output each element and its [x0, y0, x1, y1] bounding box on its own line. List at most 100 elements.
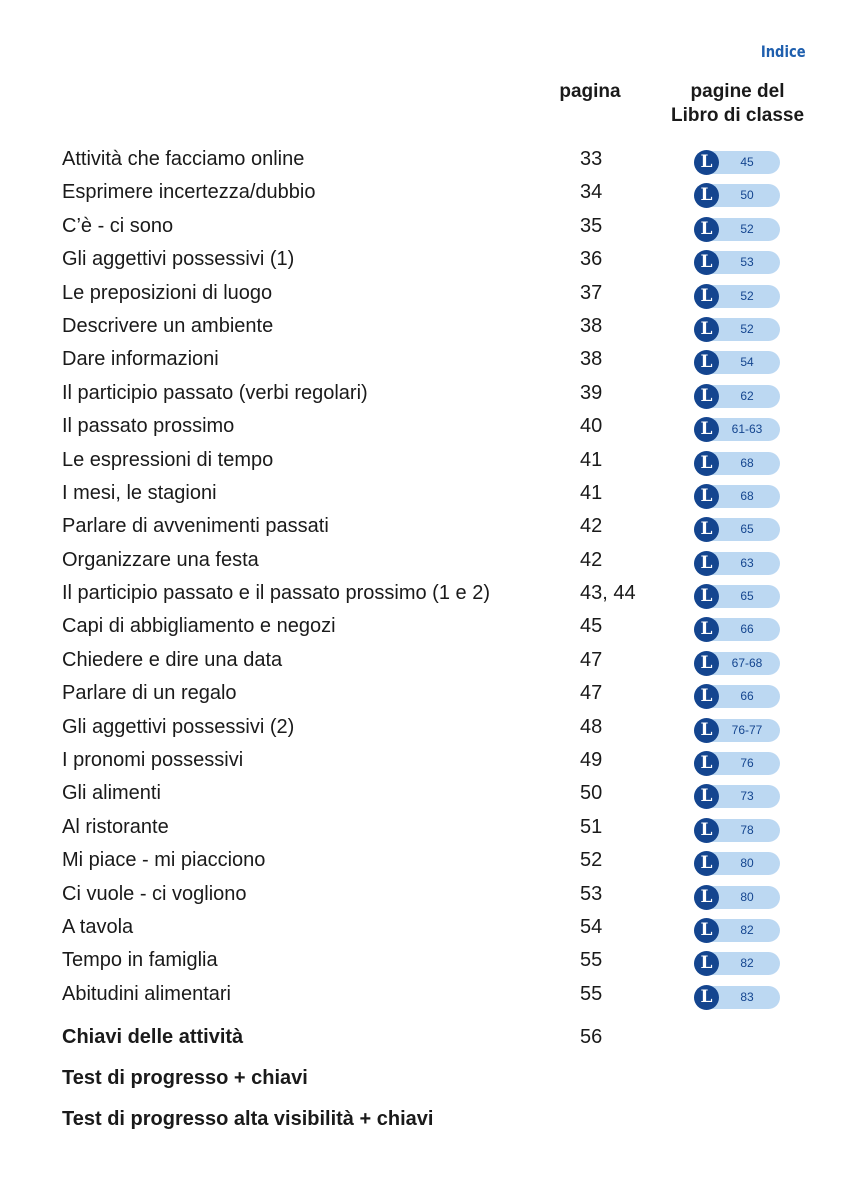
- index-entry[interactable]: Il passato prossimo 40 L 61-63: [62, 411, 802, 444]
- index-entry[interactable]: A tavola 54 L 82: [62, 912, 802, 945]
- libro-page-number: 63: [740, 555, 754, 570]
- libro-page-badge: L 66: [694, 684, 780, 710]
- entry-page: 51: [580, 815, 603, 838]
- index-entry[interactable]: Gli aggettivi possessivi (2) 48 L 76-77: [62, 712, 802, 745]
- libro-logo-icon: L: [694, 183, 719, 209]
- entry-page: 42: [580, 515, 603, 538]
- index-entry[interactable]: Dare informazioni 38 L 54: [62, 344, 802, 377]
- index-entry[interactable]: Capi di abbigliamento e negozi 45 L 66: [62, 611, 802, 644]
- entry-title: Ci vuole - ci vogliono: [62, 882, 247, 905]
- libro-logo-icon: L: [694, 817, 719, 843]
- index-entry[interactable]: Esprimere incertezza/dubbio 34 L 50: [62, 177, 802, 210]
- index-entry[interactable]: Attività che facciamo online 33 L 45: [62, 144, 802, 177]
- index-entry[interactable]: Tempo in famiglia 55 L 82: [62, 945, 802, 978]
- entry-page: 33: [580, 148, 603, 170]
- libro-page-number: 68: [740, 455, 754, 470]
- index-entry[interactable]: Descrivere un ambiente 38 L 52: [62, 311, 802, 344]
- index-entry[interactable]: I mesi, le stagioni 41 L 68: [62, 478, 802, 511]
- libro-page-number: 68: [740, 488, 754, 503]
- entry-title: Abitudini alimentari: [62, 982, 231, 1005]
- entry-title: Il passato prossimo: [62, 415, 235, 438]
- appendix-entry[interactable]: Test di progresso + chiavi: [62, 1059, 802, 1100]
- libro-logo-icon: L: [694, 417, 719, 443]
- entry-page: 50: [580, 782, 603, 805]
- index-entry[interactable]: Abitudini alimentari 55 L 83: [62, 979, 802, 1012]
- entry-page: 41: [580, 481, 603, 504]
- index-list: Attività che facciamo online 33 L 45 Esprime…: [62, 144, 802, 1012]
- libro-logo-icon: L: [694, 684, 719, 710]
- entry-title: Le preposizioni di luogo: [62, 281, 273, 304]
- libro-page-badge: L 82: [694, 917, 780, 943]
- entry-title: Il participio passato (verbi regolari): [62, 381, 368, 404]
- index-entry[interactable]: Parlare di avvenimenti passati 42 L 65: [62, 511, 802, 544]
- entry-page: 37: [580, 281, 603, 304]
- libro-logo-icon: L: [694, 483, 719, 509]
- libro-logo-icon: L: [694, 150, 719, 175]
- entry-title: Le espressioni di tempo: [62, 448, 274, 471]
- entry-title: Gli alimenti: [62, 782, 161, 805]
- entry-page: 47: [580, 682, 603, 705]
- entry-title: Esprimere incertezza/dubbio: [62, 181, 316, 204]
- libro-page-badge: L 68: [694, 450, 780, 476]
- libro-page-number: 53: [740, 255, 754, 270]
- libro-page-badge: L 54: [694, 350, 780, 376]
- index-entry[interactable]: Il participio passato e il passato pross…: [62, 578, 802, 611]
- index-entry[interactable]: Al ristorante 51 L 78: [62, 812, 802, 845]
- index-entry[interactable]: Gli alimenti 50 L 73: [62, 778, 802, 811]
- libro-page-badge: L 61-63: [694, 417, 780, 443]
- entry-page: 42: [580, 548, 603, 571]
- entry-title: Tempo in famiglia: [62, 949, 218, 972]
- libro-logo-icon: L: [694, 917, 719, 943]
- libro-page-number: 45: [740, 155, 754, 169]
- libro-page-badge: L 66: [694, 617, 780, 643]
- entry-title: Capi di abbigliamento e negozi: [62, 615, 336, 638]
- libro-page-badge: L 67-68: [694, 650, 780, 676]
- entry-page: 38: [580, 348, 603, 371]
- entry-title: C’è - ci sono: [62, 214, 174, 237]
- entry-title: I pronomi possessivi: [62, 749, 244, 772]
- libro-page-number: 54: [740, 355, 754, 370]
- entry-title: Gli aggettivi possessivi (1): [62, 248, 295, 271]
- libro-page-badge: L 62: [694, 383, 780, 409]
- entry-page: 40: [580, 415, 603, 438]
- entry-page: 43, 44: [580, 582, 636, 605]
- libro-page-badge: L 65: [694, 517, 780, 543]
- index-entry[interactable]: Ci vuole - ci vogliono 53 L 80: [62, 879, 802, 912]
- libro-page-badge: L 45: [694, 150, 780, 175]
- index-entry[interactable]: Gli aggettivi possessivi (1) 36 L 53: [62, 244, 802, 277]
- column-header-libro-line2: Libro di classe: [670, 105, 805, 126]
- index-entry[interactable]: Organizzare una festa 42 L 63: [62, 545, 802, 578]
- index-entry[interactable]: Parlare di un regalo 47 L 66: [62, 678, 802, 711]
- entry-title: Parlare di avvenimenti passati: [62, 515, 329, 538]
- libro-logo-icon: L: [694, 283, 719, 309]
- index-entry[interactable]: Il participio passato (verbi regolari) 39…: [62, 378, 802, 411]
- libro-logo-icon: L: [694, 951, 719, 977]
- libro-page-number: 62: [740, 388, 754, 403]
- index-entry[interactable]: I pronomi possessivi 49 L 76: [62, 745, 802, 778]
- libro-page-number: 52: [740, 288, 754, 303]
- index-entry[interactable]: Mi piace - mi piacciono 52 L 80: [62, 845, 802, 878]
- appendix-entry[interactable]: Chiavi delle attività 56: [62, 1018, 802, 1059]
- libro-logo-icon: L: [694, 350, 719, 376]
- appendix-entry[interactable]: Test di progresso alta visibilità + chia…: [62, 1100, 802, 1141]
- entry-page: 53: [580, 882, 603, 905]
- column-header-pagina: pagina: [559, 81, 621, 102]
- index-entry[interactable]: Le preposizioni di luogo 37 L 52: [62, 278, 802, 311]
- libro-page-number: 65: [740, 589, 754, 604]
- entry-page: 39: [580, 381, 603, 404]
- entry-title: Mi piace - mi piacciono: [62, 849, 266, 872]
- entry-title: A tavola: [62, 915, 134, 938]
- entry-title: Descrivere un ambiente: [62, 314, 274, 337]
- libro-page-number: 76-77: [731, 722, 763, 737]
- libro-page-number: 61-63: [731, 422, 763, 437]
- libro-page-number: 66: [740, 622, 754, 637]
- libro-page-badge: L 80: [694, 851, 780, 877]
- index-entry[interactable]: C’è - ci sono 35 L 52: [62, 211, 802, 244]
- entry-page: 49: [580, 749, 603, 772]
- libro-page-badge: L 53: [694, 250, 780, 276]
- appendix-title: Chiavi delle attività: [62, 1026, 244, 1048]
- libro-page-number: 50: [740, 188, 754, 203]
- index-entry[interactable]: Le espressioni di tempo 41 L 68: [62, 445, 802, 478]
- entry-page: 48: [580, 715, 603, 738]
- index-entry[interactable]: Chiedere e dire una data 47 L 67-68: [62, 645, 802, 678]
